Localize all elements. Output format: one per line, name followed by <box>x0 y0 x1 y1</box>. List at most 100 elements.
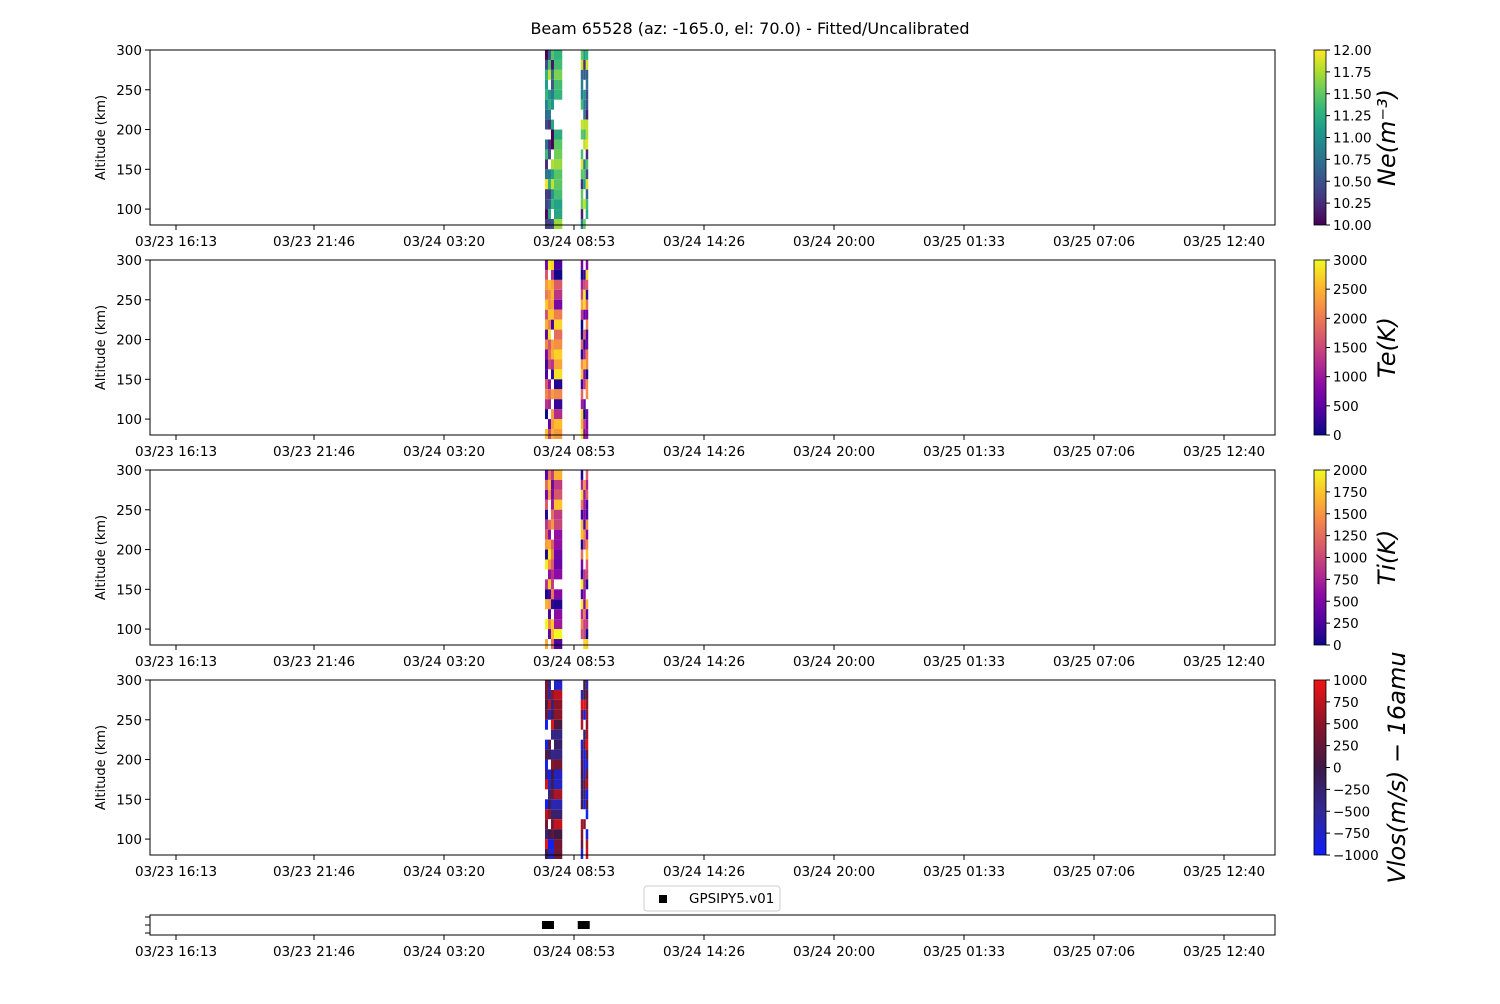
x-tick-label: 03/24 03:20 <box>403 944 485 960</box>
heatmap-cell <box>553 379 563 390</box>
heatmap-cell <box>550 179 554 190</box>
heatmap-cell <box>585 709 589 720</box>
heatmap-cell <box>583 739 586 750</box>
heatmap-cell <box>580 369 584 380</box>
heatmap-cell <box>544 699 548 710</box>
heatmap-cell <box>544 769 548 780</box>
heatmap-cell <box>547 739 551 750</box>
heatmap-cell <box>544 119 548 130</box>
heatmap-cell <box>583 629 586 640</box>
heatmap-cell <box>580 219 584 229</box>
heatmap-cell <box>553 279 563 290</box>
heatmap-cell <box>585 759 589 770</box>
heatmap-cell <box>550 489 554 500</box>
x-tick-label: 03/24 03:20 <box>403 444 485 460</box>
heatmap-cell <box>583 219 586 229</box>
heatmap-cell <box>550 470 554 480</box>
heatmap-cell <box>585 839 589 850</box>
heatmap-cell <box>550 549 554 560</box>
heatmap-cell <box>553 139 563 150</box>
heatmap-cell <box>550 260 554 270</box>
heatmap-cell <box>553 739 563 750</box>
heatmap-cell <box>544 739 548 750</box>
colorbar-label: Ti(K) <box>1373 530 1401 586</box>
heatmap-cell <box>544 319 548 330</box>
heatmap-cell <box>550 69 554 80</box>
heatmap-cell <box>547 329 551 340</box>
axes-frame <box>149 49 1276 226</box>
colorbar-tick-label: 750 <box>1333 695 1359 711</box>
heatmap-cell <box>544 639 548 649</box>
colorbar-tick-label: 10.25 <box>1333 196 1372 212</box>
heatmap-cell <box>580 799 584 810</box>
heatmap-cell <box>580 399 584 410</box>
heatmap-cell <box>553 419 563 430</box>
heatmap-cell <box>583 309 586 320</box>
heatmap-cell <box>580 499 584 510</box>
heatmap-cell <box>585 389 589 400</box>
heatmap-cell <box>580 749 584 760</box>
heatmap-cell <box>553 599 563 610</box>
heatmap-cell <box>585 569 589 580</box>
heatmap-cell <box>547 809 551 820</box>
heatmap-cell <box>544 209 548 220</box>
y-tick-label: 250 <box>116 713 142 729</box>
heatmap-cell <box>583 269 586 280</box>
heatmap-cell <box>553 789 563 800</box>
heatmap-cell <box>580 529 584 540</box>
heatmap-cell <box>547 289 551 300</box>
heatmap-cell <box>544 59 548 70</box>
colorbar-label: Ne(m⁻³) <box>1373 89 1401 186</box>
heatmap-cell <box>583 349 586 360</box>
heatmap-cell <box>583 429 586 439</box>
heatmap-cell <box>583 789 586 800</box>
heatmap-cell <box>553 359 563 370</box>
heatmap-cell <box>585 289 589 300</box>
heatmap-cell <box>544 489 548 500</box>
x-tick-label: 03/25 07:06 <box>1053 444 1135 460</box>
y-axis-label: Altitude (km) <box>94 95 109 180</box>
heatmap-cell <box>583 689 586 700</box>
heatmap-cell <box>544 159 548 170</box>
heatmap-cell <box>547 629 551 640</box>
heatmap-cell <box>580 489 584 500</box>
heatmap-cell <box>553 569 563 580</box>
heatmap-cell <box>550 369 554 380</box>
colorbar: −1000 −750 −500 −250 0 250 500 750 1000 Vlos(m/s)… <box>1313 651 1411 884</box>
heatmap-cell <box>553 79 563 90</box>
heatmap-cell <box>547 429 551 439</box>
heatmap-cell <box>553 309 563 320</box>
heatmap-cell <box>583 339 586 350</box>
heatmap-cell <box>583 519 586 530</box>
heatmap-cell <box>585 329 589 340</box>
heatmap-cell <box>553 69 563 80</box>
x-tick-label: 03/25 07:06 <box>1053 234 1135 250</box>
x-tick-label: 03/25 01:33 <box>923 444 1005 460</box>
x-tick-label: 03/24 08:53 <box>533 864 615 880</box>
heatmap-cell <box>547 279 551 290</box>
heatmap-cell <box>547 359 551 370</box>
colorbar-tick-label: −250 <box>1333 782 1370 798</box>
axes-frame <box>149 469 1276 646</box>
heatmap-cell <box>544 359 548 370</box>
heatmap-cell <box>585 309 589 320</box>
heatmap-cell <box>547 139 551 150</box>
axes-frame <box>149 259 1276 436</box>
colorbar-tick-label: 0 <box>1333 428 1342 444</box>
heatmap-cell <box>547 50 551 60</box>
heatmap-cell <box>585 50 589 60</box>
heatmap-cells <box>544 50 589 229</box>
heatmap-cell <box>553 849 563 859</box>
heatmap-cell <box>547 209 551 220</box>
heatmap-cell <box>583 369 586 380</box>
heatmap-cell <box>583 699 586 710</box>
heatmap-cell <box>580 59 584 70</box>
colorbar-tick-label: 750 <box>1333 572 1359 588</box>
heatmap-cell <box>580 299 584 310</box>
heatmap-cell <box>585 619 589 630</box>
heatmap-cell <box>553 589 563 600</box>
heatmap-cell <box>547 179 551 190</box>
x-tick-label: 03/24 03:20 <box>403 234 485 250</box>
x-tick-label: 03/23 21:46 <box>273 864 355 880</box>
heatmap-cell <box>553 699 563 710</box>
